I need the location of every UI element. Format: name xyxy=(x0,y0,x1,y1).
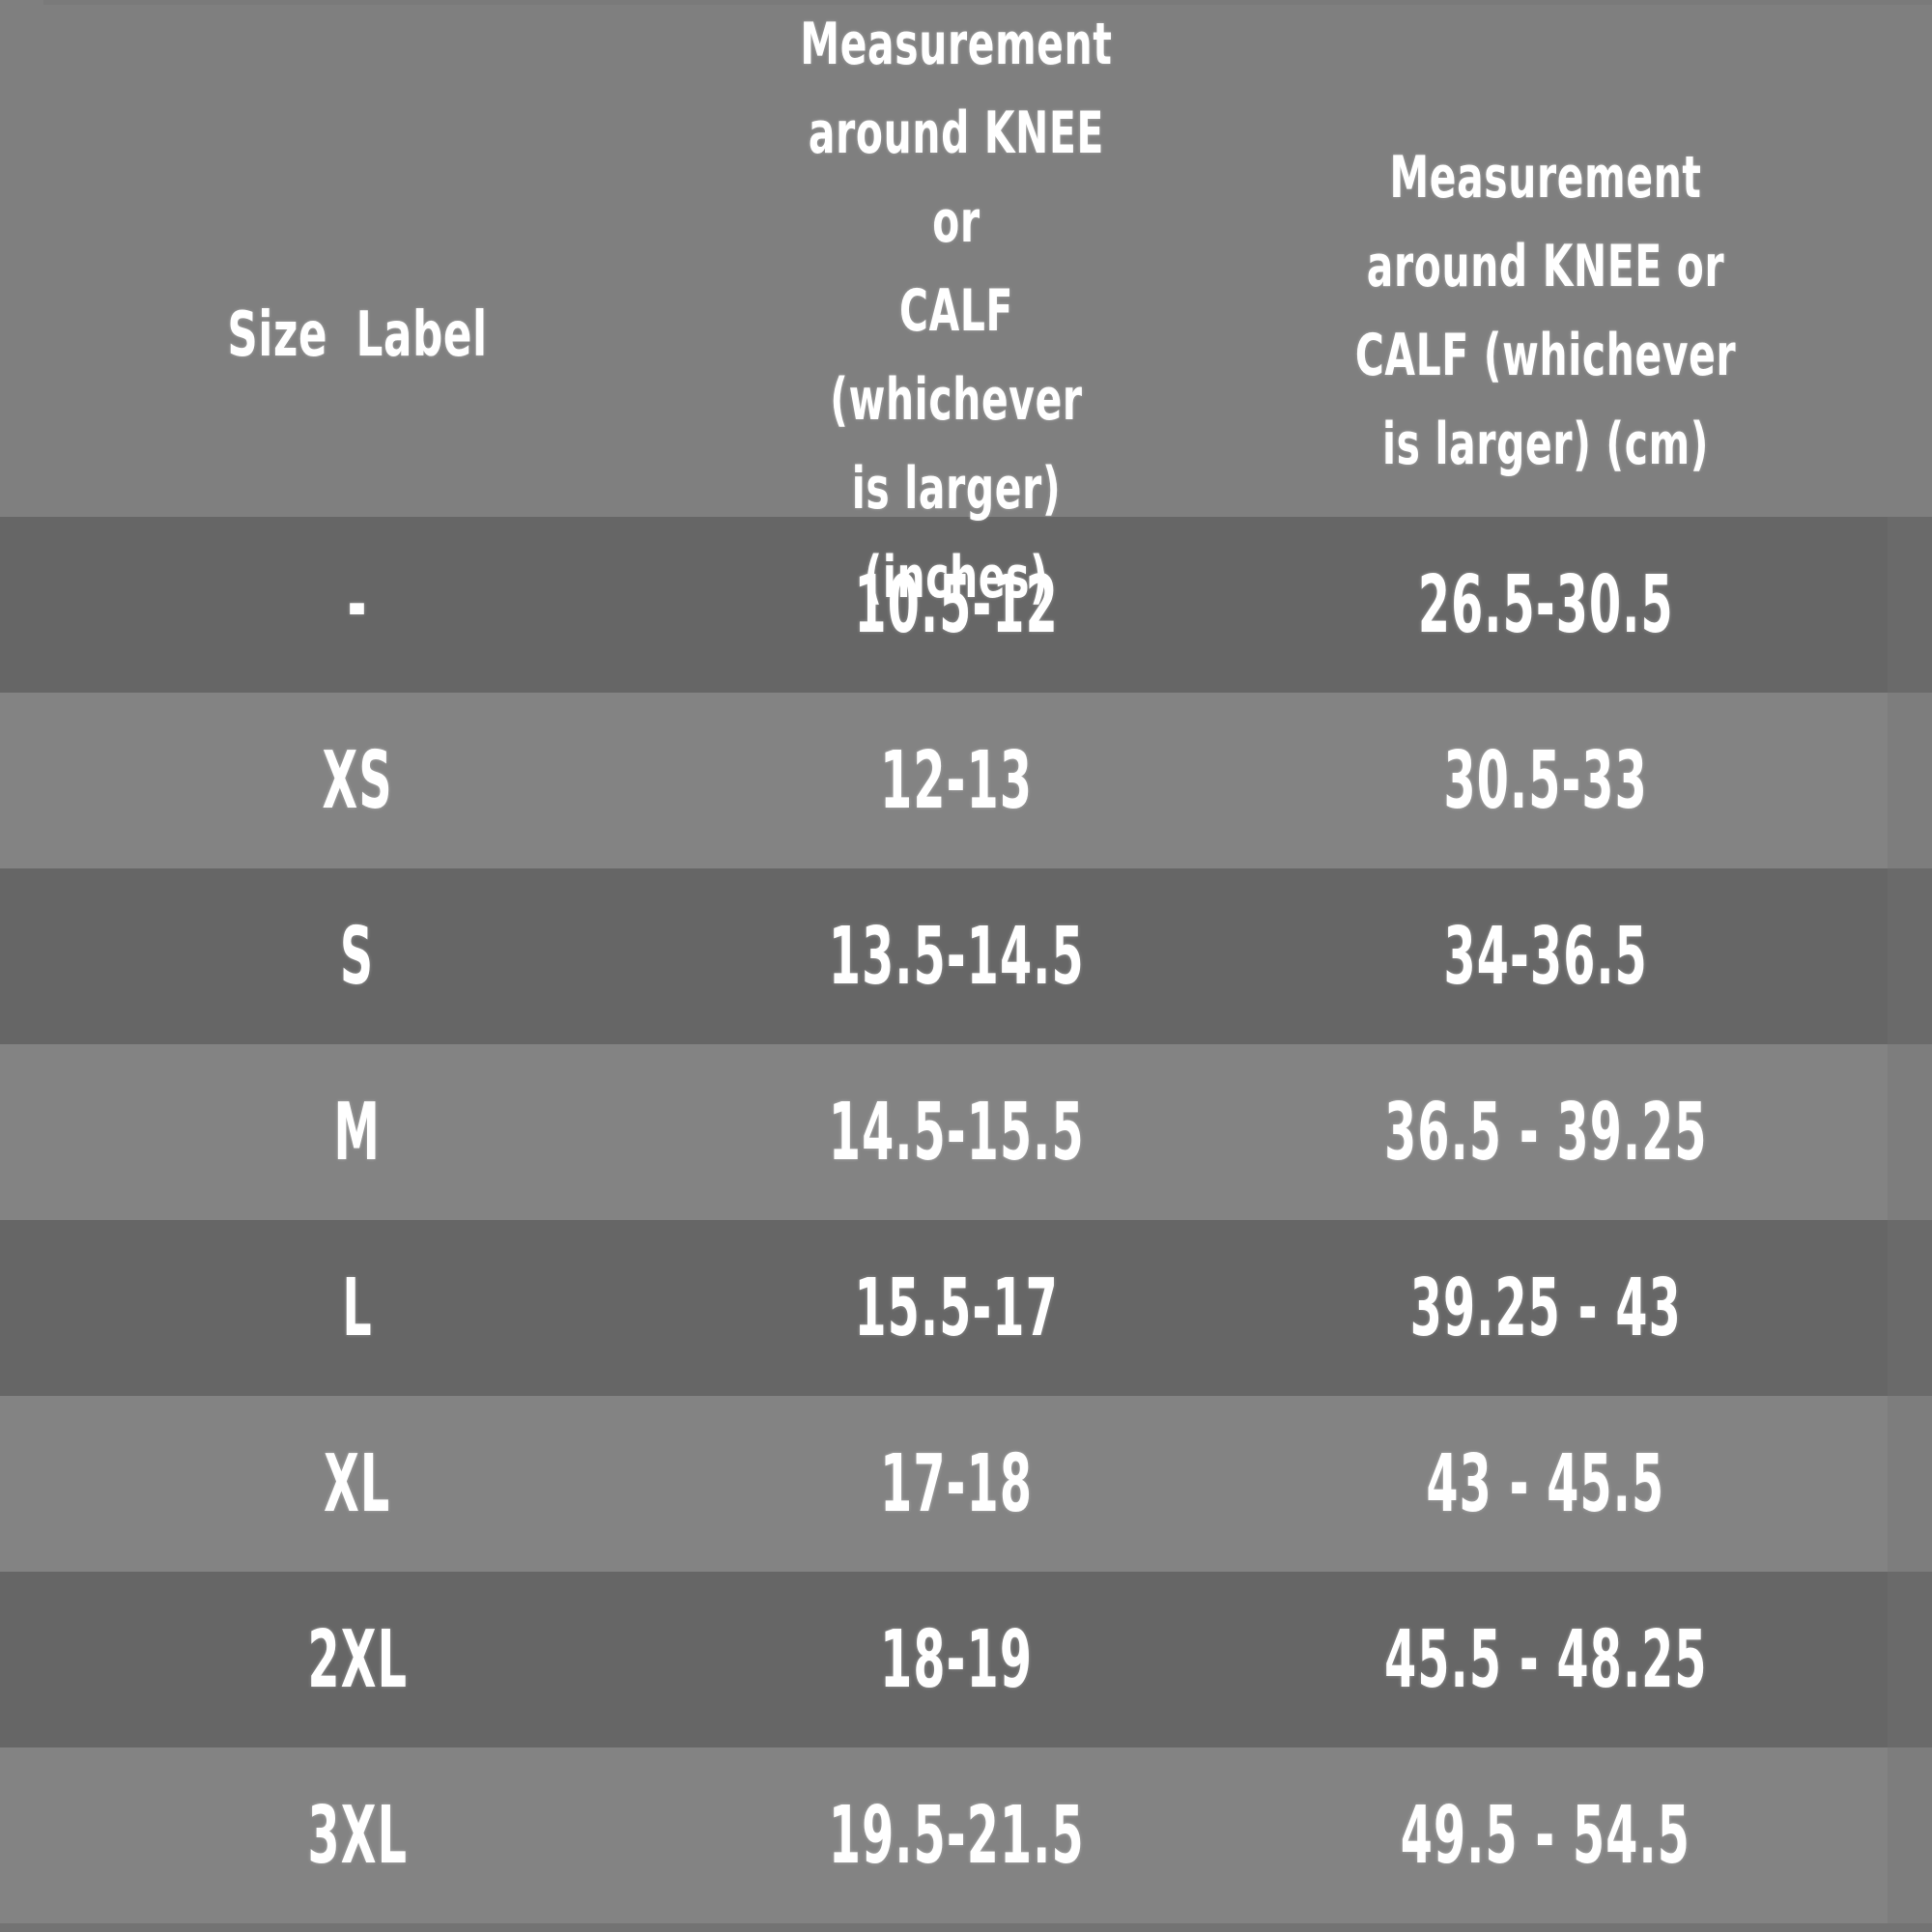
size-value: 3XL xyxy=(307,1789,408,1882)
table-row: - 10.5-12 26.5-30.5 xyxy=(0,517,1932,693)
cm-cell: 26.5-30.5 xyxy=(1198,517,1932,693)
header-cell-size-label: Size Label xyxy=(0,0,715,622)
cm-header-text: Measurement around KNEE or CALF (whichev… xyxy=(1354,144,1737,478)
top-edge-strip xyxy=(43,0,1932,5)
cm-value: 45.5 - 48.25 xyxy=(1383,1613,1708,1706)
size-cell: XS xyxy=(0,693,715,868)
inches-cell: 15.5-17 xyxy=(715,1220,1198,1396)
table-row: M 14.5-15.5 36.5 - 39.25 xyxy=(0,1044,1932,1220)
cm-value: 36.5 - 39.25 xyxy=(1383,1086,1708,1179)
table-row: L 15.5-17 39.25 - 43 xyxy=(0,1220,1932,1396)
table-header-row: Size Label Measurement around KNEE or CA… xyxy=(0,0,1932,611)
cm-cell: 30.5-33 xyxy=(1198,693,1932,868)
cm-cell: 49.5 - 54.5 xyxy=(1198,1747,1932,1923)
cm-value: 34-36.5 xyxy=(1443,910,1648,1003)
inches-value: 15.5-17 xyxy=(854,1262,1059,1354)
inches-value: 17-18 xyxy=(880,1437,1033,1530)
inches-cell: 19.5-21.5 xyxy=(715,1747,1198,1923)
size-cell: M xyxy=(0,1044,715,1220)
cm-value: 43 - 45.5 xyxy=(1426,1437,1665,1530)
table-row: XL 17-18 43 - 45.5 xyxy=(0,1396,1932,1572)
inches-value: 12-13 xyxy=(880,734,1033,827)
cm-value: 30.5-33 xyxy=(1443,734,1648,827)
cm-cell: 43 - 45.5 xyxy=(1198,1396,1932,1572)
size-value: XS xyxy=(322,734,393,827)
inches-value: 10.5-12 xyxy=(854,558,1059,651)
cm-cell: 45.5 - 48.25 xyxy=(1198,1572,1932,1747)
bottom-edge-strip xyxy=(0,1923,1932,1932)
header-cell-cm: Measurement around KNEE or CALF (whichev… xyxy=(1198,0,1932,622)
cm-value: 49.5 - 54.5 xyxy=(1400,1789,1691,1882)
inches-cell: 13.5-14.5 xyxy=(715,868,1198,1044)
size-value: - xyxy=(347,558,368,651)
size-cell: S xyxy=(0,868,715,1044)
table-row: XS 12-13 30.5-33 xyxy=(0,693,1932,868)
table-row: 3XL 19.5-21.5 49.5 - 54.5 xyxy=(0,1747,1932,1923)
size-label-header-text: Size Label xyxy=(227,299,488,371)
size-cell: XL xyxy=(0,1396,715,1572)
inches-value: 19.5-21.5 xyxy=(828,1789,1085,1882)
size-value: L xyxy=(342,1262,373,1354)
inches-cell: 10.5-12 xyxy=(715,517,1198,693)
size-value: S xyxy=(340,910,375,1003)
cm-cell: 34-36.5 xyxy=(1198,868,1932,1044)
size-cell: - xyxy=(0,517,715,693)
inches-header-text: Measurement around KNEE or CALF (whichev… xyxy=(800,11,1113,611)
inches-value: 18-19 xyxy=(880,1613,1033,1706)
inches-cell: 12-13 xyxy=(715,693,1198,868)
size-cell: 2XL xyxy=(0,1572,715,1747)
inches-cell: 18-19 xyxy=(715,1572,1198,1747)
header-cell-inches: Measurement around KNEE or CALF (whichev… xyxy=(715,0,1198,622)
cm-cell: 36.5 - 39.25 xyxy=(1198,1044,1932,1220)
cm-value: 26.5-30.5 xyxy=(1417,558,1674,651)
cm-cell: 39.25 - 43 xyxy=(1198,1220,1932,1396)
inches-cell: 17-18 xyxy=(715,1396,1198,1572)
inches-value: 14.5-15.5 xyxy=(828,1086,1085,1179)
size-value: 2XL xyxy=(307,1613,408,1706)
table-row: S 13.5-14.5 34-36.5 xyxy=(0,868,1932,1044)
size-cell: L xyxy=(0,1220,715,1396)
size-value: M xyxy=(333,1086,382,1179)
size-value: XL xyxy=(324,1437,391,1530)
cm-value: 39.25 - 43 xyxy=(1409,1262,1682,1354)
inches-value: 13.5-14.5 xyxy=(828,910,1085,1003)
table-row: 2XL 18-19 45.5 - 48.25 xyxy=(0,1572,1932,1747)
size-cell: 3XL xyxy=(0,1747,715,1923)
inches-cell: 14.5-15.5 xyxy=(715,1044,1198,1220)
